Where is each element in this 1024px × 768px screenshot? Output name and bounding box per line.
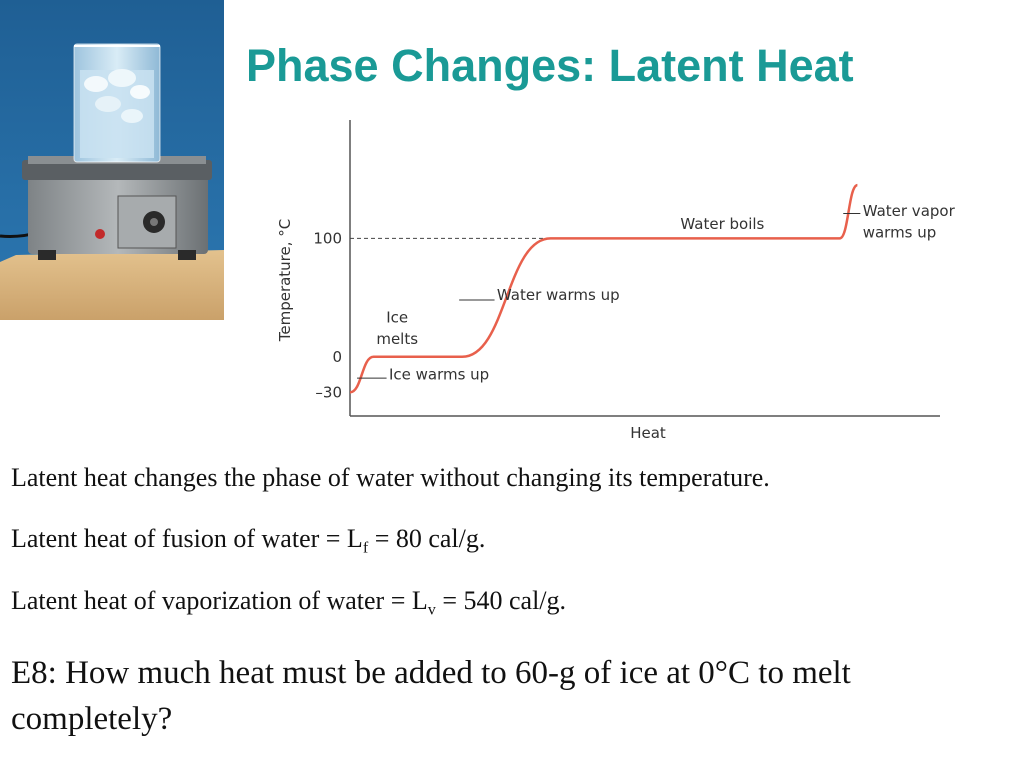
vaporization-subscript: v [427,601,436,619]
y-tick-label: 100 [313,229,342,247]
chart-annotations: Ice warms up Ice melts Water warms up Water … [357,202,956,384]
fusion-subscript: f [362,539,369,557]
annotation-label: Water warms up [497,286,620,304]
annotation-label: Ice [386,309,408,327]
fusion-line-text: Latent heat of fusion of water = L [11,524,363,553]
question-e8: E8: How much heat must be added to 60-g … [11,655,851,737]
y-axis-label: Temperature, °C [276,219,294,343]
slide-title: Phase Changes: Latent Heat [246,40,854,91]
line1-text: Latent heat changes the phase of water w… [11,463,770,492]
annotation-label: Water vapor [863,202,956,220]
vaporization-line: Latent heat of vaporization of water = L… [11,586,567,619]
y-tick-labels: 100 0 –30 [313,229,342,401]
y-tick-label: –30 [315,383,342,401]
fusion-line: Latent heat of fusion of water = Lf = 80… [11,524,486,557]
annotation-label: Ice warms up [389,366,489,384]
heating-curve [349,183,859,394]
heating-curve-path [349,183,859,394]
annotation-label: warms up [863,223,937,241]
y-tick-label: 0 [332,348,342,366]
latent-heat-definition: Latent heat changes the phase of water w… [11,463,770,493]
annotation-label: melts [376,330,418,348]
fusion-value: = 80 cal/g. [368,524,486,553]
x-axis-label: Heat [630,424,666,442]
annotation-label: Water boils [680,215,764,233]
vaporization-line-text: Latent heat of vaporization of water = L [11,586,428,615]
chart-axes [349,120,940,417]
phase-change-chart: 100 0 –30 Ice warms up Ice melts Water warms … [276,120,956,442]
vaporization-value: = 540 cal/g. [435,586,567,615]
beaker-hotplate-photo [0,0,224,320]
